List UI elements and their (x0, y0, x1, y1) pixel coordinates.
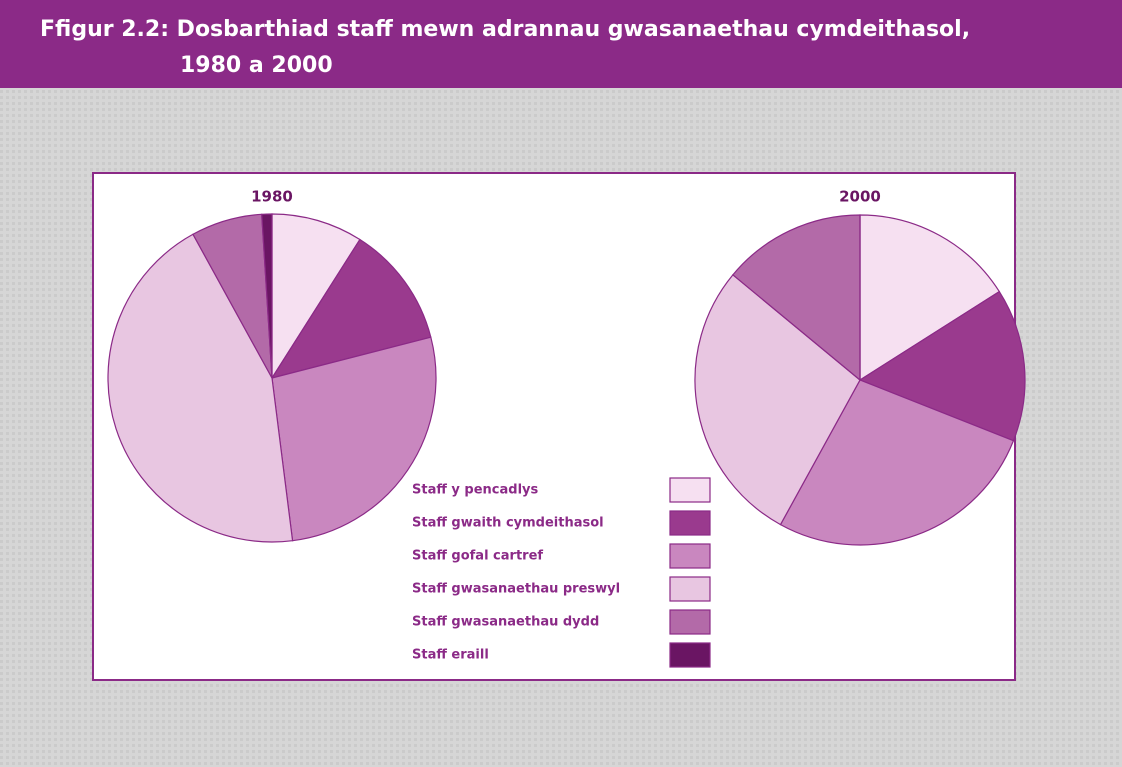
legend-label: Staff gwaith cymdeithasol (412, 516, 604, 531)
pie-title: 2000 (839, 188, 881, 206)
header-band (0, 0, 1122, 88)
legend-label: Staff gwasanaethau preswyl (412, 582, 620, 597)
legend-swatch (669, 477, 711, 503)
pie-slice (271, 336, 437, 542)
legend-label: Staff gwasanaethau dydd (412, 615, 599, 630)
pie-slice (271, 213, 361, 381)
legend-swatch (669, 609, 711, 635)
legend-swatch (669, 510, 711, 536)
legend-swatch (669, 543, 711, 569)
legend-label: Staff y pencadlys (412, 483, 538, 498)
pie-slice (107, 233, 294, 543)
title-line: Ffigur 2.2: Dosbarthiad staff mewn adran… (40, 17, 970, 42)
pie-slice (732, 214, 861, 382)
legend-swatch (669, 576, 711, 602)
title-line: 1980 a 2000 (180, 53, 333, 78)
pie-slice (694, 273, 861, 526)
pie-slice (270, 238, 432, 379)
pie-slice (779, 379, 1015, 546)
pie-slice (261, 213, 273, 379)
pie-slice (859, 214, 1001, 382)
legend-label: Staff gofal cartref (412, 549, 543, 564)
pie-slice (858, 290, 1026, 442)
legend-swatch (669, 642, 711, 668)
pie-title: 1980 (251, 188, 293, 206)
legend-label: Staff eraill (412, 648, 489, 663)
